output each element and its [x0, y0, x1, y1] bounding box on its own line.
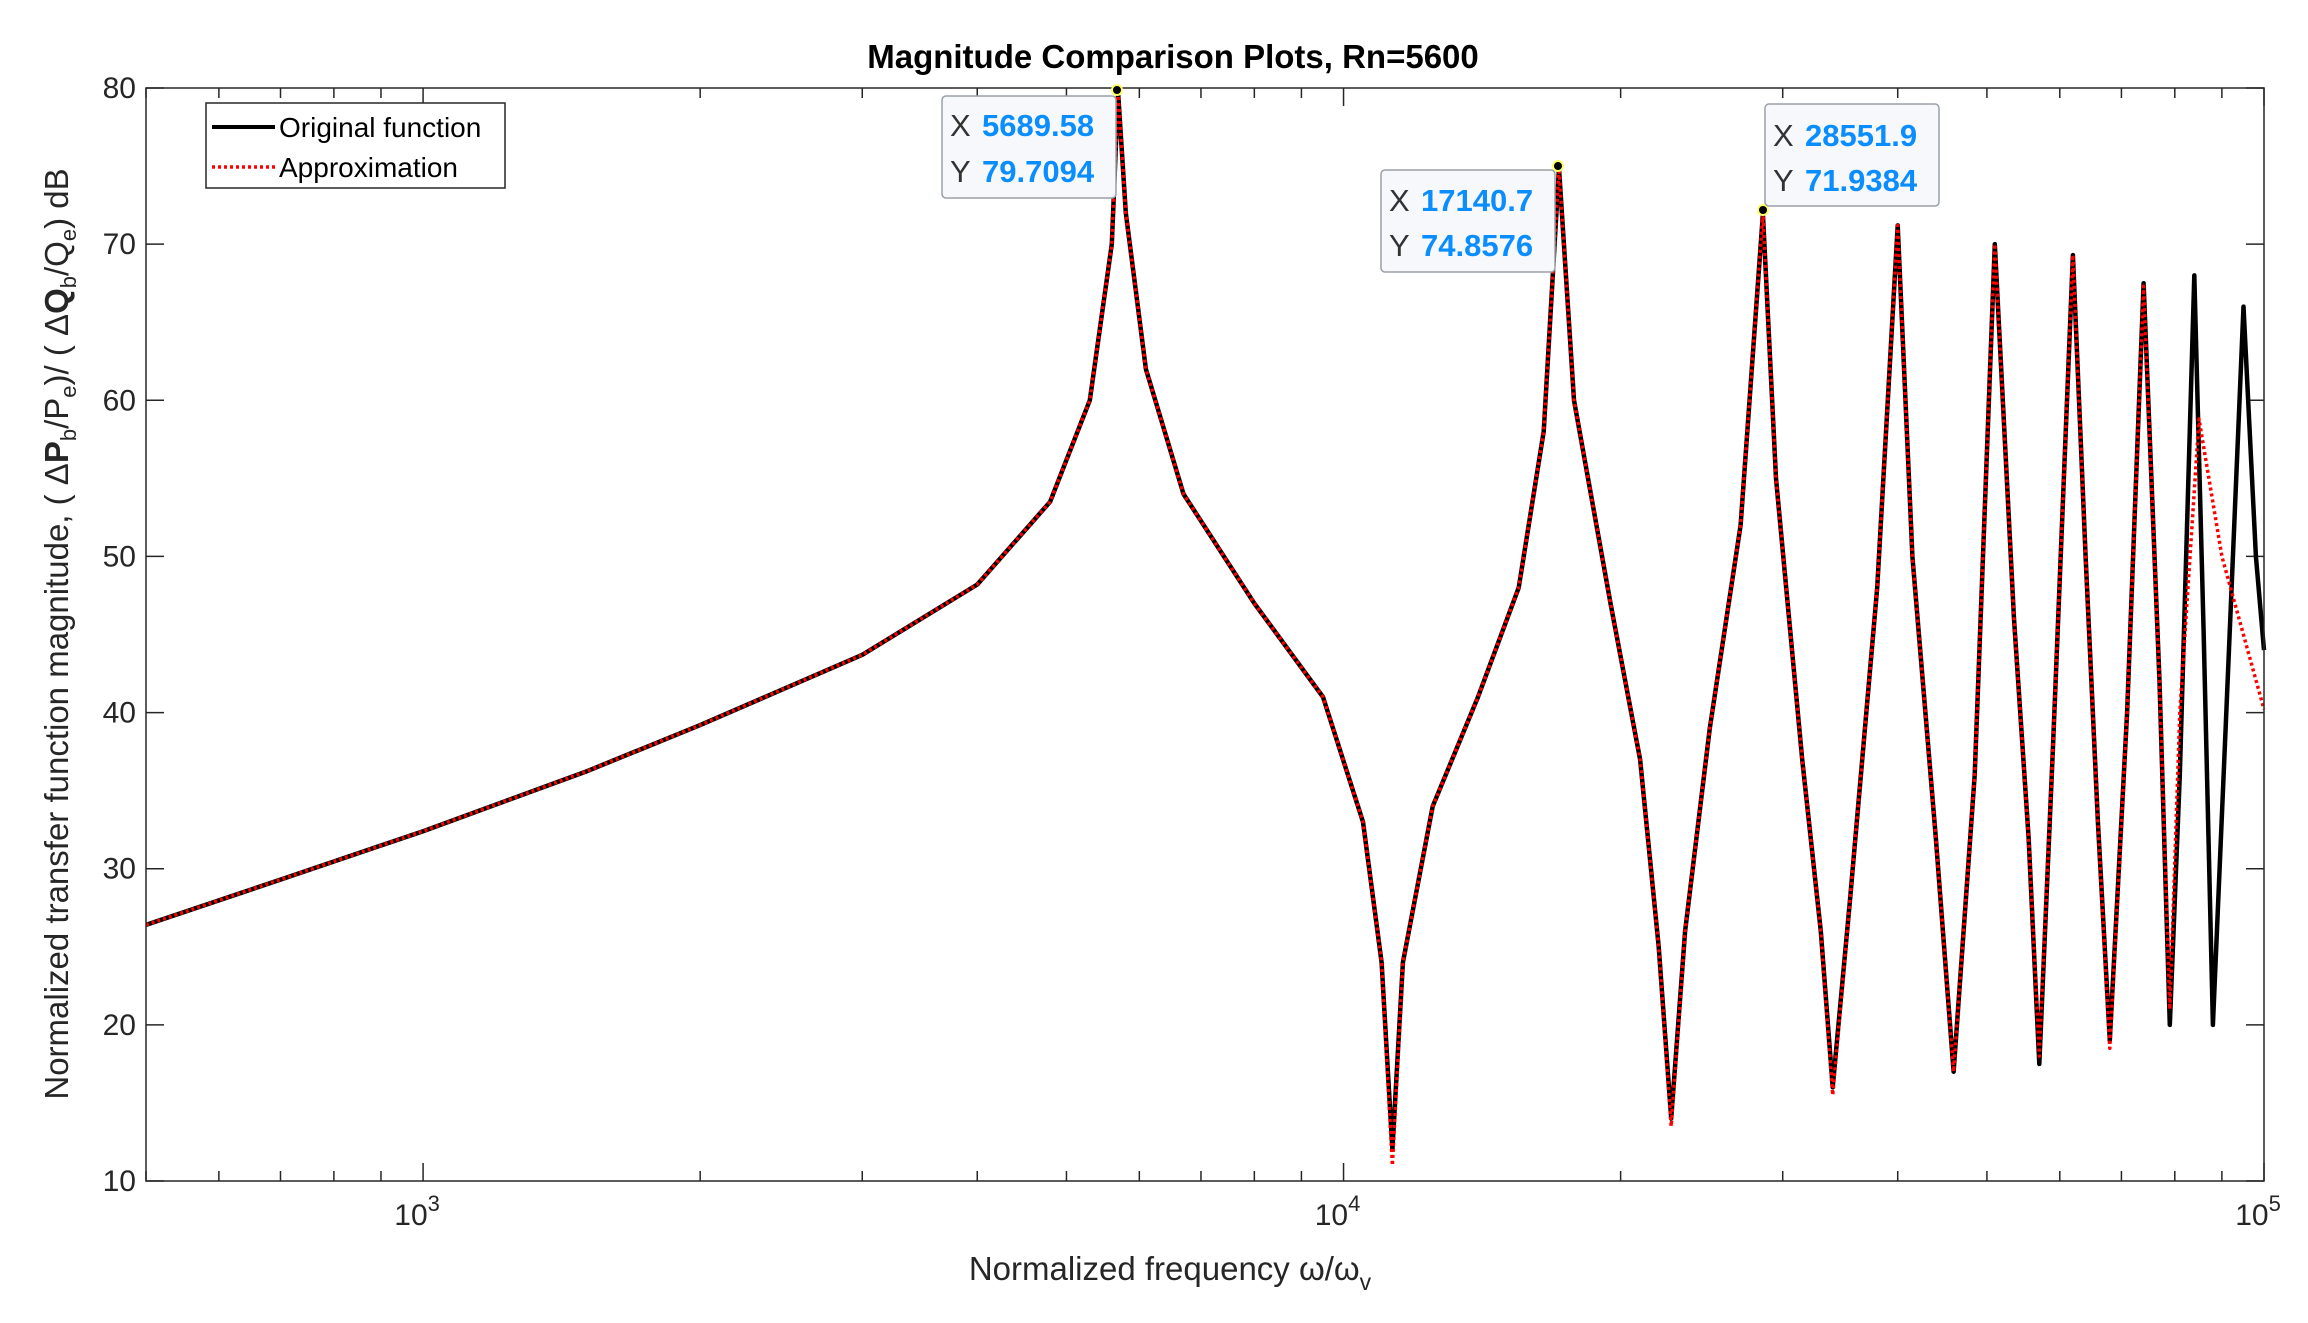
datatip-3-y-label: Y: [1773, 163, 1794, 198]
x-tick-label: 104: [1315, 1191, 1361, 1232]
y-axis-label: Normalized transfer function magnitude, …: [38, 168, 81, 1099]
y-axis-label-sub: e: [56, 229, 81, 241]
legend[interactable]: Original function Approximation: [205, 102, 506, 189]
series-layer: [145, 90, 2267, 1168]
y-axis-label-part: /Q: [38, 241, 75, 276]
y-tick-label: 60: [103, 384, 136, 417]
y-tick-label: 20: [103, 1009, 136, 1042]
datatip-2-x-value: 17140.7: [1421, 183, 1533, 218]
datatip-1-marker: [1111, 84, 1123, 96]
x-tick-label-exp: 5: [2269, 1191, 2281, 1216]
datatip-3-x-value: 28551.9: [1805, 118, 1917, 153]
x-tick-label-exp: 4: [1348, 1191, 1360, 1216]
datatip-1-x-label: X: [950, 108, 971, 143]
datatip-2-y-label: Y: [1389, 228, 1410, 263]
y-tick-label: 30: [103, 853, 136, 886]
datatip-1-y-value: 79.7094: [982, 154, 1095, 189]
y-axis-label-sub: e: [56, 385, 81, 397]
y-axis-label-sub: b: [56, 429, 81, 441]
y-axis-label-sub: b: [56, 276, 81, 288]
x-tick-label: 105: [2235, 1191, 2281, 1232]
y-axis-label-part: /P: [38, 398, 75, 429]
chart-title: Magnitude Comparison Plots, Rn=5600: [867, 38, 1479, 75]
datatip-1-x-value: 5689.58: [982, 108, 1094, 143]
y-axis-label-part: Normalized transfer function magnitude, …: [38, 463, 75, 1100]
datatip-3[interactable]: X 28551.9 Y 71.9384: [1757, 103, 1940, 216]
x-axis-label-sub: v: [1360, 1269, 1372, 1295]
datatip-2-x-label: X: [1389, 183, 1410, 218]
datatip-2-marker: [1552, 160, 1564, 172]
y-axis-label-part: ) dB: [38, 168, 75, 229]
legend-box: [205, 102, 506, 189]
y-axis-label-part: Q: [38, 288, 75, 314]
datatip-2-box: [1380, 169, 1556, 273]
datatip-3-marker: [1757, 204, 1769, 216]
plot-frame: [145, 87, 2265, 1182]
datatip-1[interactable]: X 5689.58 Y 79.7094: [941, 84, 1123, 199]
x-tick-label-exp: 3: [428, 1191, 440, 1216]
legend-label-original: Original function: [279, 112, 481, 143]
legend-label-approx: Approximation: [279, 152, 458, 183]
datatip-2[interactable]: X 17140.7 Y 74.8576: [1380, 160, 1564, 273]
datatip-1-y-label: Y: [950, 154, 971, 189]
y-tick-label: 50: [103, 540, 136, 573]
x-axis-label-main: Normalized frequency ω/ω: [969, 1250, 1360, 1287]
x-tick-label-base: 10: [1315, 1199, 1348, 1232]
datatip-2-y-value: 74.8576: [1421, 228, 1533, 263]
y-tick-label: 10: [103, 1165, 136, 1198]
x-tick-label-base: 10: [394, 1199, 427, 1232]
y-axis-label-part: )/ ( Δ: [38, 314, 75, 386]
x-tick-label: 103: [394, 1191, 440, 1232]
datatip-1-box: [941, 95, 1117, 199]
y-tick-label: 70: [103, 228, 136, 261]
datatip-3-y-value: 71.9384: [1805, 163, 1918, 198]
y-tick-label: 80: [103, 72, 136, 105]
series-approximation-line: [145, 90, 2266, 1168]
datatip-3-box: [1764, 103, 1940, 207]
datatip-3-x-label: X: [1773, 118, 1794, 153]
plot-area: [146, 88, 2264, 1181]
x-axis-label: Normalized frequency ω/ωv: [969, 1250, 1372, 1295]
y-tick-label: 40: [103, 697, 136, 730]
x-tick-label-base: 10: [2235, 1199, 2268, 1232]
y-axis-label-part: P: [38, 441, 75, 463]
